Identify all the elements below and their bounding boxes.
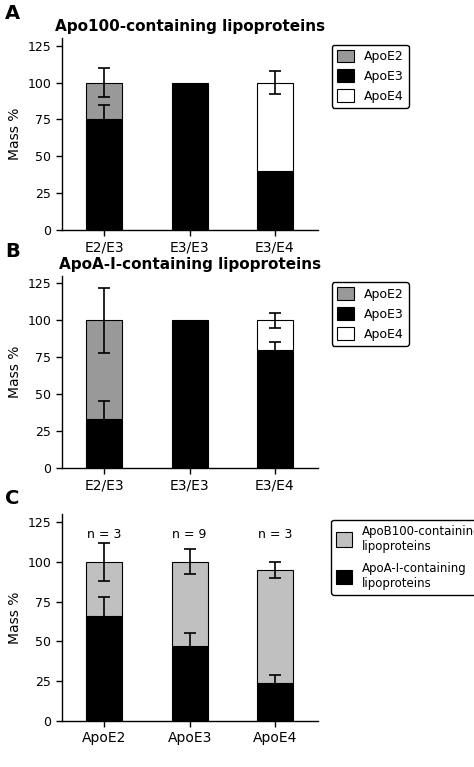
- Text: A: A: [5, 4, 20, 23]
- Bar: [257, 171, 293, 230]
- Legend: ApoE2, ApoE3, ApoE4: ApoE2, ApoE3, ApoE4: [331, 44, 409, 108]
- Text: n = 9: n = 9: [173, 528, 207, 541]
- Bar: [86, 561, 122, 616]
- Bar: [257, 350, 293, 468]
- Legend: ApoB100-containing
lipoproteins, ApoA-I-containing
lipoproteins: ApoB100-containing lipoproteins, ApoA-I-…: [331, 520, 474, 594]
- Text: n = 3: n = 3: [87, 528, 121, 541]
- Bar: [172, 321, 208, 468]
- Bar: [257, 321, 293, 350]
- Title: Apo100-containing lipoproteins: Apo100-containing lipoproteins: [55, 19, 325, 35]
- Y-axis label: Mass %: Mass %: [8, 591, 22, 644]
- Text: B: B: [5, 242, 20, 261]
- Title: ApoA-I-containing lipoproteins: ApoA-I-containing lipoproteins: [58, 257, 321, 272]
- Bar: [257, 570, 293, 683]
- Bar: [86, 321, 122, 420]
- Bar: [257, 683, 293, 721]
- Bar: [86, 83, 122, 120]
- Text: C: C: [5, 489, 20, 508]
- Bar: [257, 83, 293, 171]
- Y-axis label: Mass %: Mass %: [8, 346, 22, 398]
- Bar: [86, 616, 122, 721]
- Bar: [172, 561, 208, 646]
- Text: n = 3: n = 3: [258, 528, 292, 541]
- Bar: [172, 646, 208, 721]
- Y-axis label: Mass %: Mass %: [8, 108, 22, 160]
- Bar: [172, 83, 208, 230]
- Bar: [86, 120, 122, 230]
- Bar: [86, 420, 122, 468]
- Legend: ApoE2, ApoE3, ApoE4: ApoE2, ApoE3, ApoE4: [331, 282, 409, 346]
